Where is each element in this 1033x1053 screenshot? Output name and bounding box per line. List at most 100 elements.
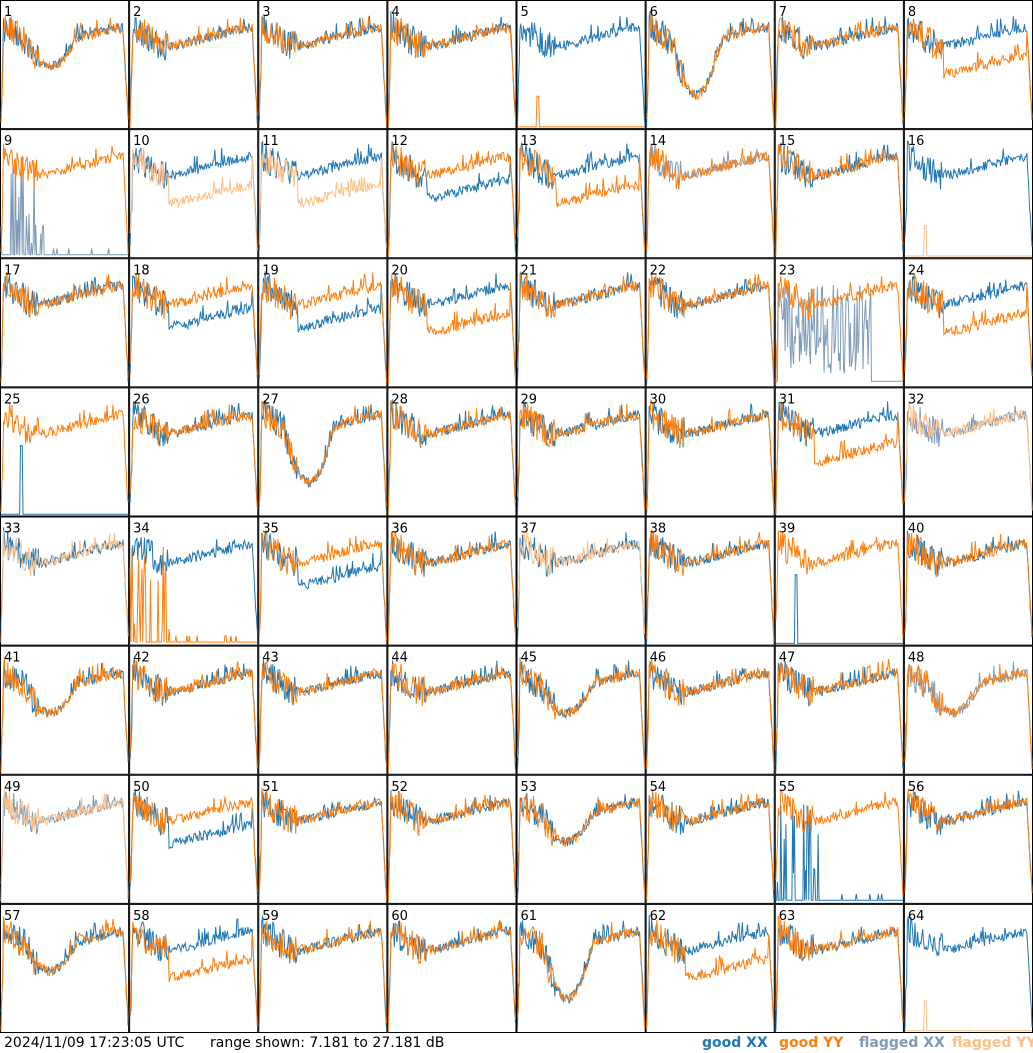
panel-21: 21 <box>516 258 646 388</box>
panel-label: 45 <box>521 651 538 666</box>
yy-trace <box>387 531 516 644</box>
panel-label: 46 <box>650 651 667 666</box>
panel-frame <box>645 0 775 130</box>
yy-trace <box>129 792 258 892</box>
yy-trace <box>904 18 1033 118</box>
panel-58: 58 <box>129 903 259 1033</box>
panel-frame <box>387 0 517 130</box>
panel-frame <box>0 645 130 775</box>
panel-32: 32 <box>903 387 1033 517</box>
panel-frame <box>258 129 388 259</box>
xx-trace <box>387 141 516 254</box>
yy-trace <box>387 920 516 1031</box>
panel-label: 57 <box>4 909 21 924</box>
panel-label: 31 <box>779 392 796 407</box>
xx-trace <box>129 401 258 505</box>
yy-trace <box>387 791 516 902</box>
panel-19: 19 <box>258 258 388 388</box>
panel-5: 5 <box>516 0 646 130</box>
panel-frame <box>645 774 775 904</box>
panel-40: 40 <box>903 516 1033 646</box>
xx-trace <box>904 530 1033 638</box>
panel-25: 25 <box>0 387 130 517</box>
panel-label: 24 <box>908 263 925 278</box>
panel-frame <box>387 387 517 517</box>
legend-good-xx: good XX <box>702 1035 768 1051</box>
panel-frame <box>387 645 517 775</box>
panel-frame <box>645 903 775 1033</box>
panel-51: 51 <box>258 774 388 904</box>
yy-trace <box>0 144 129 254</box>
xx-trace <box>129 147 258 252</box>
xx-trace <box>1 445 129 515</box>
panel-label: 64 <box>908 909 925 924</box>
panel-frame <box>516 774 646 904</box>
yy-trace <box>904 274 1033 377</box>
panel-frame <box>774 645 904 775</box>
panel-label: 14 <box>650 134 667 149</box>
panel-frame <box>258 516 388 646</box>
panel-label: 56 <box>908 780 925 795</box>
xx-trace <box>517 401 646 514</box>
yy-trace <box>646 658 775 770</box>
panel-label: 11 <box>262 134 279 149</box>
xx-trace <box>129 658 258 769</box>
panel-label: 48 <box>908 651 925 666</box>
yy-trace <box>646 920 775 1030</box>
panel-15: 15 <box>774 129 904 259</box>
footer: 2024/11/09 17:23:05 UTC range shown: 7.1… <box>0 1033 1033 1053</box>
panel-label: 22 <box>650 263 667 278</box>
panel-47: 47 <box>774 645 904 775</box>
panel-label: 29 <box>521 392 538 407</box>
xx-trace <box>904 140 1033 247</box>
panel-label: 26 <box>133 392 150 407</box>
panel-label: 35 <box>262 522 279 537</box>
xx-trace <box>646 531 775 644</box>
panel-label: 13 <box>521 134 538 149</box>
panel-31: 31 <box>774 387 904 517</box>
panel-frame <box>645 387 775 517</box>
panel-label: 34 <box>133 522 150 537</box>
yy-trace <box>775 659 904 763</box>
panel-frame <box>645 645 775 775</box>
panel-49: 49 <box>0 774 130 904</box>
panel-frame <box>129 645 259 775</box>
panel-36: 36 <box>387 516 517 646</box>
panel-frame <box>0 516 130 646</box>
panel-28: 28 <box>387 387 517 517</box>
yy-trace <box>0 789 129 902</box>
yy-trace <box>129 921 258 1027</box>
panel-label: 21 <box>521 263 538 278</box>
panel-label: 47 <box>779 651 796 666</box>
yy-trace <box>517 659 646 769</box>
xx-trace <box>258 532 387 638</box>
panel-frame <box>129 774 259 904</box>
panel-label: 8 <box>908 5 916 20</box>
panel-label: 23 <box>779 263 796 278</box>
panel-label: 36 <box>391 522 408 537</box>
panel-frame <box>516 258 646 388</box>
panel-7: 7 <box>774 0 904 130</box>
xx-trace <box>904 661 1033 764</box>
yy-trace <box>258 400 387 506</box>
yy-trace <box>0 657 129 773</box>
panel-label: 41 <box>4 651 21 666</box>
panel-frame <box>129 258 259 388</box>
xx-trace <box>775 401 904 515</box>
panel-label: 1 <box>4 5 12 20</box>
timestamp: 2024/11/09 17:23:05 UTC <box>4 1035 185 1051</box>
panel-4: 4 <box>387 0 517 130</box>
yy-trace <box>646 398 775 510</box>
panel-label: 17 <box>4 263 21 278</box>
xx-trace <box>646 11 775 127</box>
panel-frame <box>258 903 388 1033</box>
panel-frame <box>516 129 646 259</box>
panel-8: 8 <box>903 0 1033 130</box>
yy-trace <box>258 920 387 1025</box>
panel-label: 10 <box>133 134 150 149</box>
panel-55: 55 <box>774 774 904 904</box>
panel-label: 6 <box>650 5 658 20</box>
xx-trace <box>258 659 387 765</box>
panel-42: 42 <box>129 645 259 775</box>
panel-43: 43 <box>258 645 388 775</box>
